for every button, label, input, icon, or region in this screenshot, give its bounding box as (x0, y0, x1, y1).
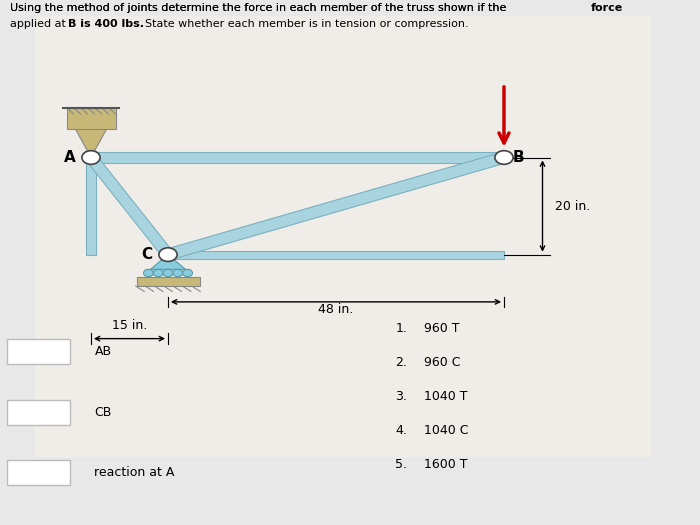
Text: Using the method of joints determine the force in each member of the truss shown: Using the method of joints determine the… (10, 3, 510, 13)
Text: AB: AB (94, 345, 111, 358)
Text: B: B (512, 150, 524, 165)
Polygon shape (76, 129, 106, 158)
Text: State whether each member is in tension or compression.: State whether each member is in tension … (145, 19, 468, 29)
Polygon shape (150, 255, 186, 269)
Text: CB: CB (94, 406, 112, 418)
Circle shape (495, 151, 513, 164)
Text: 2.: 2. (395, 356, 407, 369)
Bar (66, 108, 116, 129)
Text: B is 400 lbs.: B is 400 lbs. (68, 19, 144, 29)
Text: C: C (141, 247, 153, 262)
Text: 1600 T: 1600 T (424, 458, 467, 471)
Text: 20 in.: 20 in. (555, 200, 590, 213)
Circle shape (183, 269, 193, 277)
Text: reaction at A: reaction at A (94, 466, 175, 479)
Text: applied at: applied at (10, 19, 70, 29)
Text: 1040 T: 1040 T (424, 390, 467, 403)
Polygon shape (166, 152, 506, 260)
Circle shape (163, 269, 173, 277)
Bar (7, 339, 70, 364)
Text: 3.: 3. (395, 390, 407, 403)
Polygon shape (168, 250, 504, 259)
Text: ∨: ∨ (64, 346, 72, 357)
Text: 5.: 5. (395, 458, 407, 471)
Bar (35, 16, 651, 457)
Text: 48 in.: 48 in. (318, 303, 354, 316)
Text: A: A (64, 150, 76, 165)
Text: 1040 C: 1040 C (424, 424, 468, 437)
Polygon shape (91, 152, 504, 163)
Text: 960 T: 960 T (424, 322, 459, 334)
Polygon shape (86, 158, 96, 255)
Text: 960 C: 960 C (424, 356, 460, 369)
Text: ∨: ∨ (64, 407, 72, 417)
Polygon shape (86, 154, 173, 258)
Bar (7, 460, 70, 485)
Bar (7, 400, 70, 425)
Bar (136, 277, 199, 286)
Text: Using the method of joints determine the force in each member of the truss shown: Using the method of joints determine the… (10, 3, 510, 13)
Text: 15 in.: 15 in. (112, 319, 147, 332)
Text: 4.: 4. (395, 424, 407, 437)
Circle shape (159, 248, 177, 261)
Circle shape (144, 269, 153, 277)
Text: 1.: 1. (395, 322, 407, 334)
Circle shape (82, 151, 100, 164)
Text: force: force (591, 3, 623, 13)
Circle shape (173, 269, 183, 277)
Circle shape (153, 269, 163, 277)
Text: ∨: ∨ (64, 467, 72, 478)
